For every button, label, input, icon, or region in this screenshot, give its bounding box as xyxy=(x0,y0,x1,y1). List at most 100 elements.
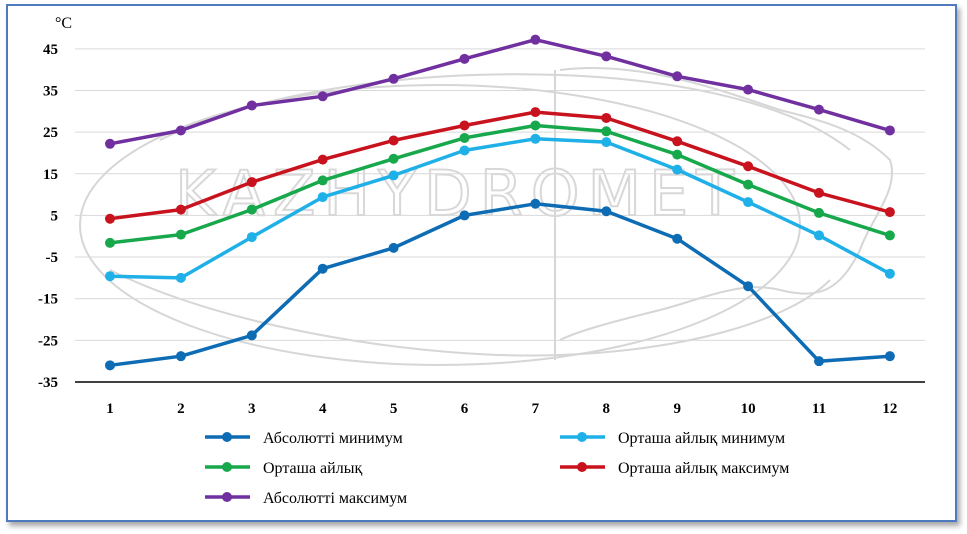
data-point-avg_max xyxy=(246,177,257,188)
data-point-abs_min xyxy=(530,198,541,209)
data-point-avg_max xyxy=(317,154,328,165)
data-point-avg_max xyxy=(672,136,683,147)
watermark-arc-bottom xyxy=(109,269,831,357)
data-point-abs_max xyxy=(246,100,257,111)
x-tick-label: 12 xyxy=(882,401,897,417)
series xyxy=(105,34,895,371)
data-point-abs_max xyxy=(317,91,328,102)
data-point-abs_max xyxy=(105,138,115,149)
x-tick-label: 4 xyxy=(319,401,327,417)
legend-marker-avg_max xyxy=(577,462,587,472)
x-tick-label: 7 xyxy=(532,401,540,417)
x-tick-label: 11 xyxy=(812,401,826,417)
data-point-abs_max xyxy=(884,125,895,136)
data-point-avg_max xyxy=(743,161,754,172)
data-point-avg_max xyxy=(884,207,895,218)
watermark-continent xyxy=(559,67,893,341)
data-point-avg_min xyxy=(814,230,824,241)
data-point-abs_max xyxy=(601,51,612,62)
y-tick-label: 45 xyxy=(43,42,58,58)
data-point-avg xyxy=(884,230,895,241)
data-point-abs_min xyxy=(672,233,683,244)
data-point-avg xyxy=(459,132,470,143)
data-point-avg_max xyxy=(601,112,612,123)
data-point-avg xyxy=(105,237,115,248)
legend-marker-abs_min xyxy=(222,432,232,442)
x-tick-label: 10 xyxy=(741,401,756,417)
x-tick-label: 2 xyxy=(177,401,185,417)
series-line-abs_min xyxy=(108,202,892,368)
legend-label-avg: Орташа айлық xyxy=(263,460,362,477)
data-point-abs_min xyxy=(175,351,186,362)
data-point-avg_max xyxy=(105,213,115,224)
data-point-abs_min xyxy=(743,281,754,292)
x-tick-label: 5 xyxy=(390,401,398,417)
y-unit-label: °C xyxy=(55,15,72,32)
data-point-abs_min xyxy=(459,210,470,221)
legend: Абсолютті минимум Орташа айлық минимум Орт… xyxy=(205,430,789,507)
data-point-abs_min xyxy=(105,360,115,371)
legend-label-abs_min: Абсолютті минимум xyxy=(263,430,403,447)
data-point-avg xyxy=(743,179,754,190)
data-point-avg xyxy=(246,204,257,215)
y-tick-label: 25 xyxy=(43,125,58,141)
series-line-avg xyxy=(108,123,892,245)
data-point-abs_min xyxy=(317,263,328,274)
legend-label-abs_max: Абсолютті максимум xyxy=(263,490,407,507)
data-point-avg xyxy=(388,153,399,164)
data-point-avg_min xyxy=(388,170,399,181)
data-point-abs_min xyxy=(601,206,612,217)
data-point-abs_max xyxy=(672,71,683,82)
data-point-abs_max xyxy=(530,34,541,45)
data-point-avg_min xyxy=(601,137,612,148)
legend-marker-avg_min xyxy=(577,432,587,442)
x-tick-label: 6 xyxy=(461,401,469,417)
y-tick-label: -25 xyxy=(38,333,58,349)
data-point-avg xyxy=(175,229,186,240)
legend-label-avg_max: Орташа айлық максимум xyxy=(618,460,789,477)
data-point-avg_min xyxy=(672,164,683,175)
data-point-avg xyxy=(530,120,541,131)
x-tick-label: 1 xyxy=(106,401,114,417)
series-line-avg_min xyxy=(108,137,892,280)
data-point-avg_min xyxy=(246,232,257,243)
data-point-avg xyxy=(814,207,824,218)
data-point-avg_min xyxy=(317,192,328,203)
data-point-abs_max xyxy=(814,104,824,115)
data-point-abs_min xyxy=(246,330,257,341)
y-tick-label: -35 xyxy=(38,375,58,391)
data-point-avg_max xyxy=(388,135,399,146)
data-point-avg_max xyxy=(459,120,470,131)
x-tick-label: 8 xyxy=(603,401,611,417)
data-point-abs_min xyxy=(884,351,895,362)
data-point-avg_min xyxy=(175,272,186,283)
y-tick-label: -5 xyxy=(46,250,59,266)
data-point-abs_max xyxy=(743,84,754,95)
data-point-avg xyxy=(672,149,683,160)
y-tick-label: 5 xyxy=(51,208,59,224)
watermark-logo: KAZHYDROMET xyxy=(79,67,893,366)
legend-label-avg_min: Орташа айлық минимум xyxy=(618,430,785,447)
data-point-avg_min xyxy=(743,197,754,208)
series-line-avg_max xyxy=(108,110,892,221)
data-point-abs_min xyxy=(388,242,399,253)
legend-marker-avg xyxy=(222,462,232,472)
data-point-abs_max xyxy=(388,73,399,84)
series-line-abs_max xyxy=(108,37,892,146)
data-point-abs_min xyxy=(814,356,824,367)
data-point-avg_max xyxy=(814,187,824,198)
data-point-avg_min xyxy=(105,271,115,282)
x-tick-label: 9 xyxy=(673,401,681,417)
legend-marker-abs_max xyxy=(222,492,232,502)
data-point-avg_max xyxy=(175,204,186,215)
y-tick-label: 35 xyxy=(43,83,58,99)
data-point-avg_min xyxy=(884,268,895,279)
data-point-avg_min xyxy=(459,145,470,156)
y-tick-label: 15 xyxy=(43,167,58,183)
data-point-avg xyxy=(601,126,612,137)
data-point-avg xyxy=(317,175,328,186)
data-point-abs_max xyxy=(459,53,470,64)
data-point-avg_min xyxy=(530,133,541,144)
data-point-avg_max xyxy=(530,107,541,118)
